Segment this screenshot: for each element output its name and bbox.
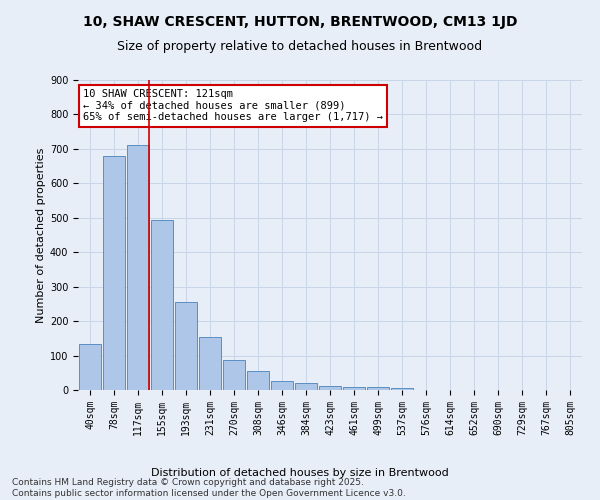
- Bar: [127, 146, 149, 390]
- Text: 10, SHAW CRESCENT, HUTTON, BRENTWOOD, CM13 1JD: 10, SHAW CRESCENT, HUTTON, BRENTWOOD, CM…: [83, 15, 517, 29]
- Text: Contains HM Land Registry data © Crown copyright and database right 2025.
Contai: Contains HM Land Registry data © Crown c…: [12, 478, 406, 498]
- Bar: [271, 382, 293, 390]
- Bar: [295, 383, 317, 390]
- Text: Size of property relative to detached houses in Brentwood: Size of property relative to detached ho…: [118, 40, 482, 53]
- Bar: [223, 360, 245, 390]
- Bar: [367, 387, 389, 390]
- Bar: [79, 344, 101, 390]
- Bar: [175, 302, 197, 390]
- Bar: [391, 388, 413, 390]
- Text: Distribution of detached houses by size in Brentwood: Distribution of detached houses by size …: [151, 468, 449, 477]
- Bar: [247, 372, 269, 390]
- Text: 10 SHAW CRESCENT: 121sqm
← 34% of detached houses are smaller (899)
65% of semi-: 10 SHAW CRESCENT: 121sqm ← 34% of detach…: [83, 90, 383, 122]
- Bar: [151, 220, 173, 390]
- Bar: [343, 387, 365, 390]
- Bar: [319, 386, 341, 390]
- Bar: [199, 336, 221, 390]
- Y-axis label: Number of detached properties: Number of detached properties: [35, 148, 46, 322]
- Bar: [103, 156, 125, 390]
